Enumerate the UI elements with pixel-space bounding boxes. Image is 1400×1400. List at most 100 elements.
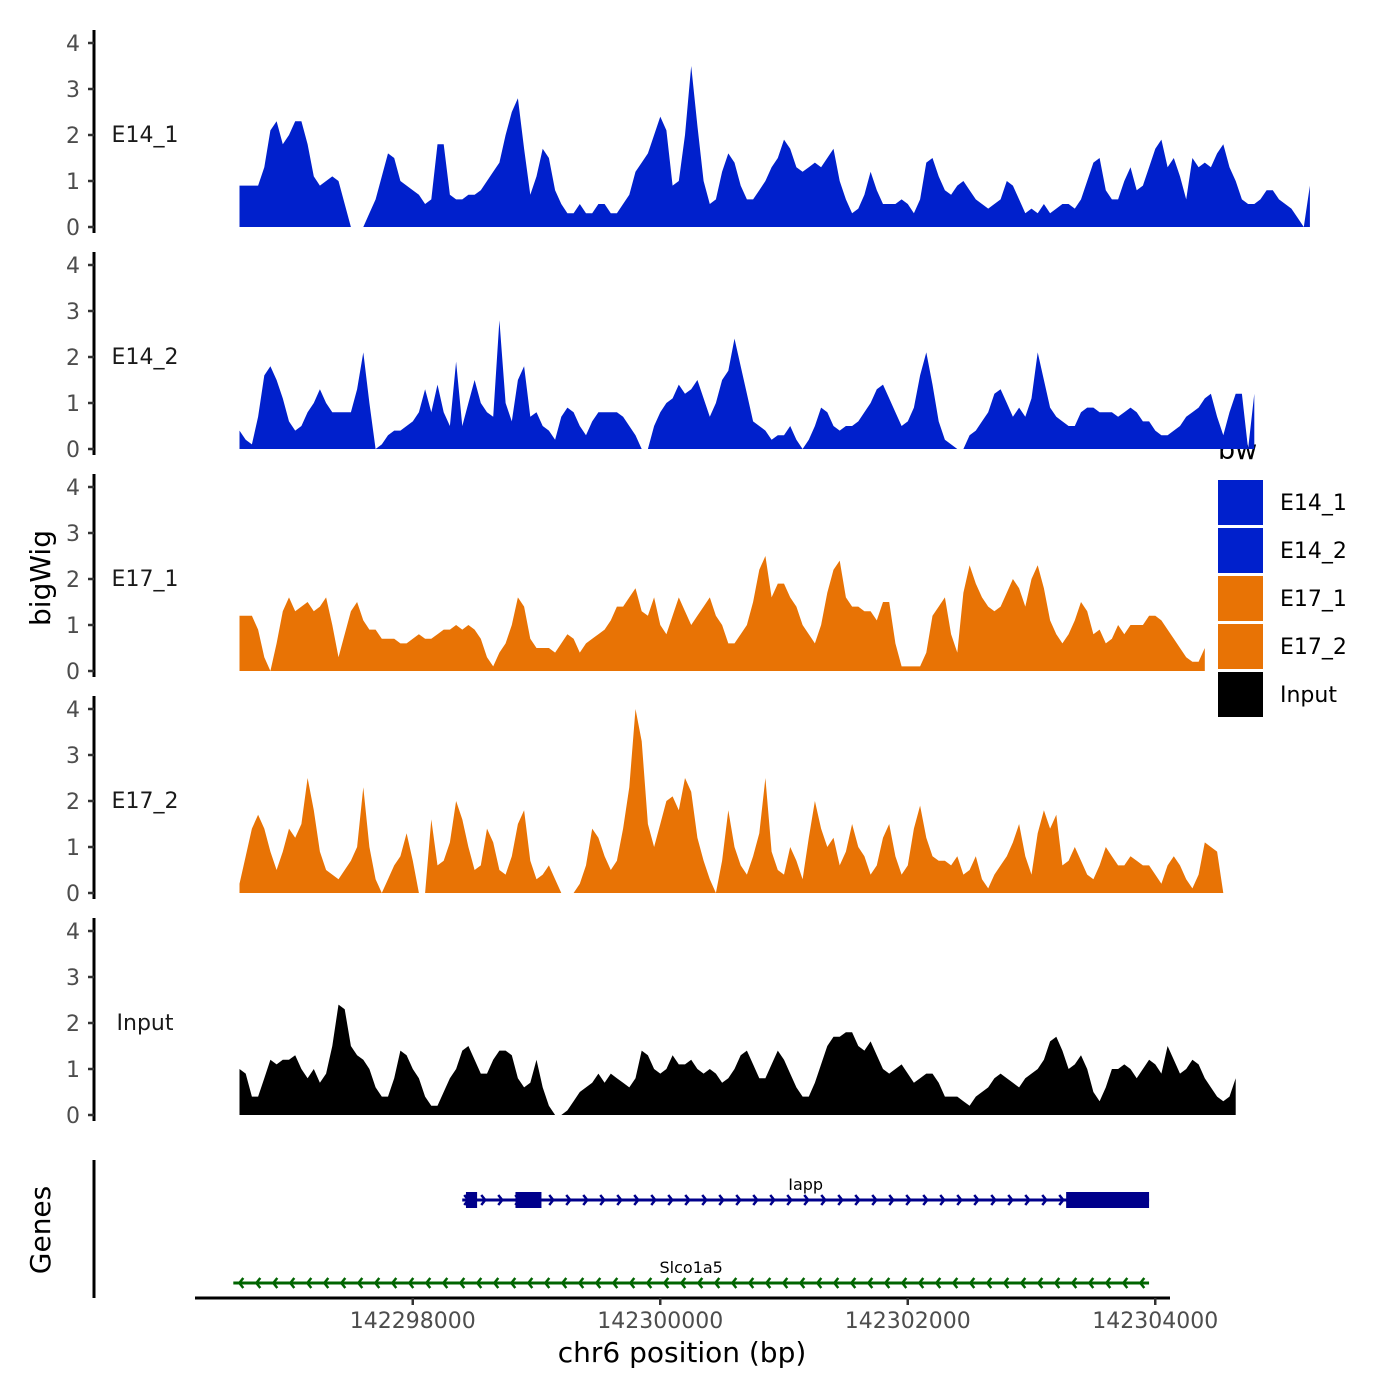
y-tick-label: 0 — [66, 216, 80, 241]
strand-arrow-icon — [480, 1194, 487, 1206]
coverage-area-Input — [239, 1004, 1236, 1115]
exon-block — [465, 1192, 478, 1208]
strand-arrow-icon — [565, 1194, 572, 1206]
strand-arrow-icon — [798, 1277, 806, 1289]
y-tick-label: 0 — [66, 438, 80, 463]
gene-label: Iapp — [788, 1175, 823, 1194]
x-tick-label: 142302000 — [845, 1309, 971, 1334]
strand-arrow-icon — [832, 1277, 840, 1289]
strand-arrow-icon — [917, 1277, 925, 1289]
strand-arrow-icon — [684, 1194, 691, 1206]
strand-arrow-icon — [560, 1277, 568, 1289]
y-tick-label: 0 — [66, 882, 80, 907]
strand-arrow-icon — [271, 1277, 279, 1289]
strand-arrow-icon — [752, 1194, 759, 1206]
strand-arrow-icon — [786, 1194, 793, 1206]
strand-arrow-icon — [237, 1277, 245, 1289]
track-panel-E17_2: 0 1 2 3 4 E17_2 — [66, 696, 1224, 907]
strand-arrow-icon — [922, 1194, 929, 1206]
strand-arrow-icon — [509, 1277, 517, 1289]
strand-arrow-icon — [628, 1277, 636, 1289]
strand-arrow-icon — [1121, 1277, 1129, 1289]
track-label-E14_1: E14_1 — [112, 123, 179, 148]
genes-axis-title: Genes — [24, 1186, 57, 1274]
strand-arrow-icon — [645, 1277, 653, 1289]
y-tick-label: 4 — [66, 32, 80, 57]
strand-arrow-icon — [582, 1194, 589, 1206]
strand-arrow-icon — [407, 1277, 415, 1289]
strand-arrow-icon — [526, 1277, 534, 1289]
gene-Slco1a5: Slco1a5 — [233, 1258, 1150, 1289]
strand-arrow-icon — [475, 1277, 483, 1289]
strand-arrow-icon — [1058, 1194, 1065, 1206]
strand-arrow-icon — [968, 1277, 976, 1289]
y-tick-label: 1 — [66, 170, 80, 195]
strand-arrow-icon — [497, 1194, 504, 1206]
strand-arrow-icon — [543, 1277, 551, 1289]
x-axis: 142298000 142300000 142302000 142304000 — [195, 1296, 1218, 1334]
legend-label-E14_2: E14_2 — [1280, 539, 1347, 564]
y-tick-label: 2 — [66, 1012, 80, 1037]
strand-arrow-icon — [322, 1277, 330, 1289]
strand-arrow-icon — [633, 1194, 640, 1206]
strand-arrow-icon — [696, 1277, 704, 1289]
track-label-E17_1: E17_1 — [112, 567, 179, 592]
y-tick-label: 4 — [66, 476, 80, 501]
legend-label-E14_1: E14_1 — [1280, 491, 1347, 516]
strand-arrow-icon — [390, 1277, 398, 1289]
strand-arrow-icon — [849, 1277, 857, 1289]
strand-arrow-icon — [667, 1194, 674, 1206]
strand-arrow-icon — [900, 1277, 908, 1289]
legend-swatch-E14_1 — [1218, 480, 1263, 525]
strand-arrow-icon — [764, 1277, 772, 1289]
strand-arrow-icon — [492, 1277, 500, 1289]
strand-arrow-icon — [305, 1277, 313, 1289]
strand-arrow-icon — [956, 1194, 963, 1206]
strand-arrow-icon — [1053, 1277, 1061, 1289]
coverage-area-E14_2 — [239, 320, 1255, 449]
y-tick-label: 2 — [66, 568, 80, 593]
strand-arrow-icon — [254, 1277, 262, 1289]
y-tick-label: 2 — [66, 346, 80, 371]
strand-arrow-icon — [548, 1194, 555, 1206]
x-tick-label: 142300000 — [597, 1309, 723, 1334]
legend-swatch-E14_2 — [1218, 528, 1263, 573]
y-tick-label: 3 — [66, 744, 80, 769]
strand-arrow-icon — [781, 1277, 789, 1289]
strand-arrow-icon — [373, 1277, 381, 1289]
track-label-Input: Input — [117, 1011, 174, 1036]
strand-arrow-icon — [458, 1277, 466, 1289]
strand-arrow-icon — [871, 1194, 878, 1206]
strand-arrow-icon — [339, 1277, 347, 1289]
x-tick-label: 142304000 — [1092, 1309, 1218, 1334]
y-tick-label: 0 — [66, 1104, 80, 1129]
strand-arrow-icon — [1087, 1277, 1095, 1289]
gene-label: Slco1a5 — [660, 1258, 723, 1277]
y-tick-label: 3 — [66, 522, 80, 547]
strand-arrow-icon — [424, 1277, 432, 1289]
y-tick-label: 3 — [66, 78, 80, 103]
track-panel-E14_2: 0 1 2 3 4 E14_2 — [66, 252, 1255, 463]
y-tick-label: 0 — [66, 660, 80, 685]
strand-arrow-icon — [1138, 1277, 1146, 1289]
strand-arrow-icon — [985, 1277, 993, 1289]
coverage-area-E17_1 — [239, 556, 1205, 671]
strand-arrow-icon — [747, 1277, 755, 1289]
strand-arrow-icon — [611, 1277, 619, 1289]
strand-arrow-icon — [1041, 1194, 1048, 1206]
legend-label-E17_2: E17_2 — [1280, 635, 1347, 660]
strand-arrow-icon — [769, 1194, 776, 1206]
y-tick-label: 1 — [66, 614, 80, 639]
track-label-E17_2: E17_2 — [112, 789, 179, 814]
strand-arrow-icon — [905, 1194, 912, 1206]
strand-arrow-icon — [803, 1194, 810, 1206]
strand-arrow-icon — [441, 1277, 449, 1289]
strand-arrow-icon — [1024, 1194, 1031, 1206]
strand-arrow-icon — [1007, 1194, 1014, 1206]
exon-block — [1066, 1192, 1150, 1208]
y-axis-title: bigWig — [24, 530, 57, 626]
exon-block — [515, 1192, 542, 1208]
strand-arrow-icon — [599, 1194, 606, 1206]
strand-arrow-icon — [854, 1194, 861, 1206]
legend: E14_1 E14_2 E17_1 E17_2 Input — [1218, 480, 1347, 717]
